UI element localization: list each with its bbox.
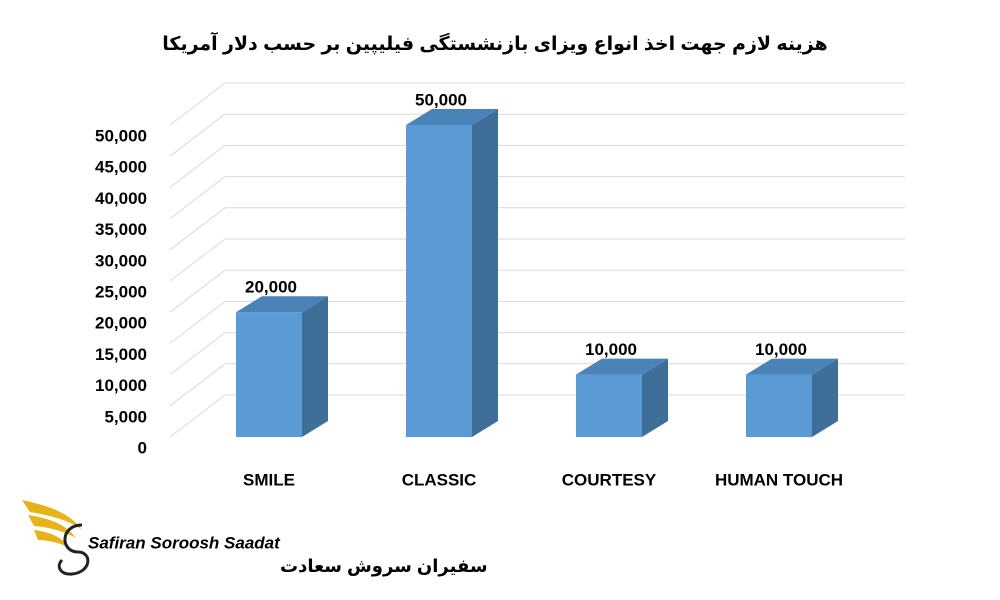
y-tick-label: 50,000 xyxy=(95,126,147,145)
value-label: 10,000 xyxy=(755,340,807,359)
value-label: 50,000 xyxy=(415,90,467,109)
y-tick-label: 5,000 xyxy=(104,407,147,426)
grid-line xyxy=(169,332,905,375)
bar-top xyxy=(236,296,328,313)
value-label: 10,000 xyxy=(585,340,637,359)
grid-line xyxy=(169,82,905,126)
y-tick-label: 45,000 xyxy=(95,158,147,177)
x-tick-label: CLASSIC xyxy=(402,470,477,489)
y-tick-label: 20,000 xyxy=(95,314,147,333)
x-tick-label: HUMAN TOUCH xyxy=(715,470,843,489)
logo-wing xyxy=(28,515,76,538)
bar-side xyxy=(642,358,668,437)
y-tick-label: 25,000 xyxy=(95,282,147,301)
bar-side xyxy=(302,296,328,437)
value-label: 20,000 xyxy=(245,278,297,297)
bar-top xyxy=(576,358,668,375)
x-tick-label: SMILE xyxy=(243,470,295,489)
logo-name-fa: سفیران سروش سعادت xyxy=(280,556,488,577)
x-tick-label: COURTESY xyxy=(562,470,657,489)
logo-wing xyxy=(22,500,82,530)
bar-front xyxy=(576,374,642,437)
bar xyxy=(576,358,668,437)
y-tick-label: 10,000 xyxy=(95,376,147,395)
bar-side xyxy=(812,358,838,437)
bar xyxy=(236,296,328,437)
logo-name: Safiran Soroosh Saadat xyxy=(88,533,281,552)
grid-line xyxy=(169,238,905,282)
logo-wing xyxy=(34,530,70,548)
bar xyxy=(406,109,498,437)
logo-s xyxy=(57,523,90,576)
grid-line xyxy=(169,363,905,407)
y-tick-label: 30,000 xyxy=(95,251,147,270)
bar-front xyxy=(406,125,472,437)
grid-line xyxy=(169,394,905,438)
bar xyxy=(746,358,838,437)
grid-line xyxy=(169,300,905,344)
bar-top xyxy=(746,358,838,375)
logo: Safiran Soroosh Saadat سفیران سروش سعادت xyxy=(22,500,488,577)
y-tick-label: 40,000 xyxy=(95,189,147,208)
bar-top xyxy=(406,109,498,125)
bar-side xyxy=(472,109,498,437)
y-tick-label: 0 xyxy=(138,438,147,457)
grid-line xyxy=(169,176,905,219)
y-tick-label: 15,000 xyxy=(95,345,147,364)
grid-line xyxy=(169,113,905,157)
y-tick-label: 35,000 xyxy=(95,220,147,239)
grid-line xyxy=(169,269,905,313)
bar-front xyxy=(236,312,302,437)
grid-line xyxy=(169,144,905,188)
grid-line xyxy=(169,207,905,251)
chart-title: هزینه لازم جهت اخذ انواع ویزای بازنشستگی… xyxy=(162,31,827,55)
bar-front xyxy=(746,374,812,437)
